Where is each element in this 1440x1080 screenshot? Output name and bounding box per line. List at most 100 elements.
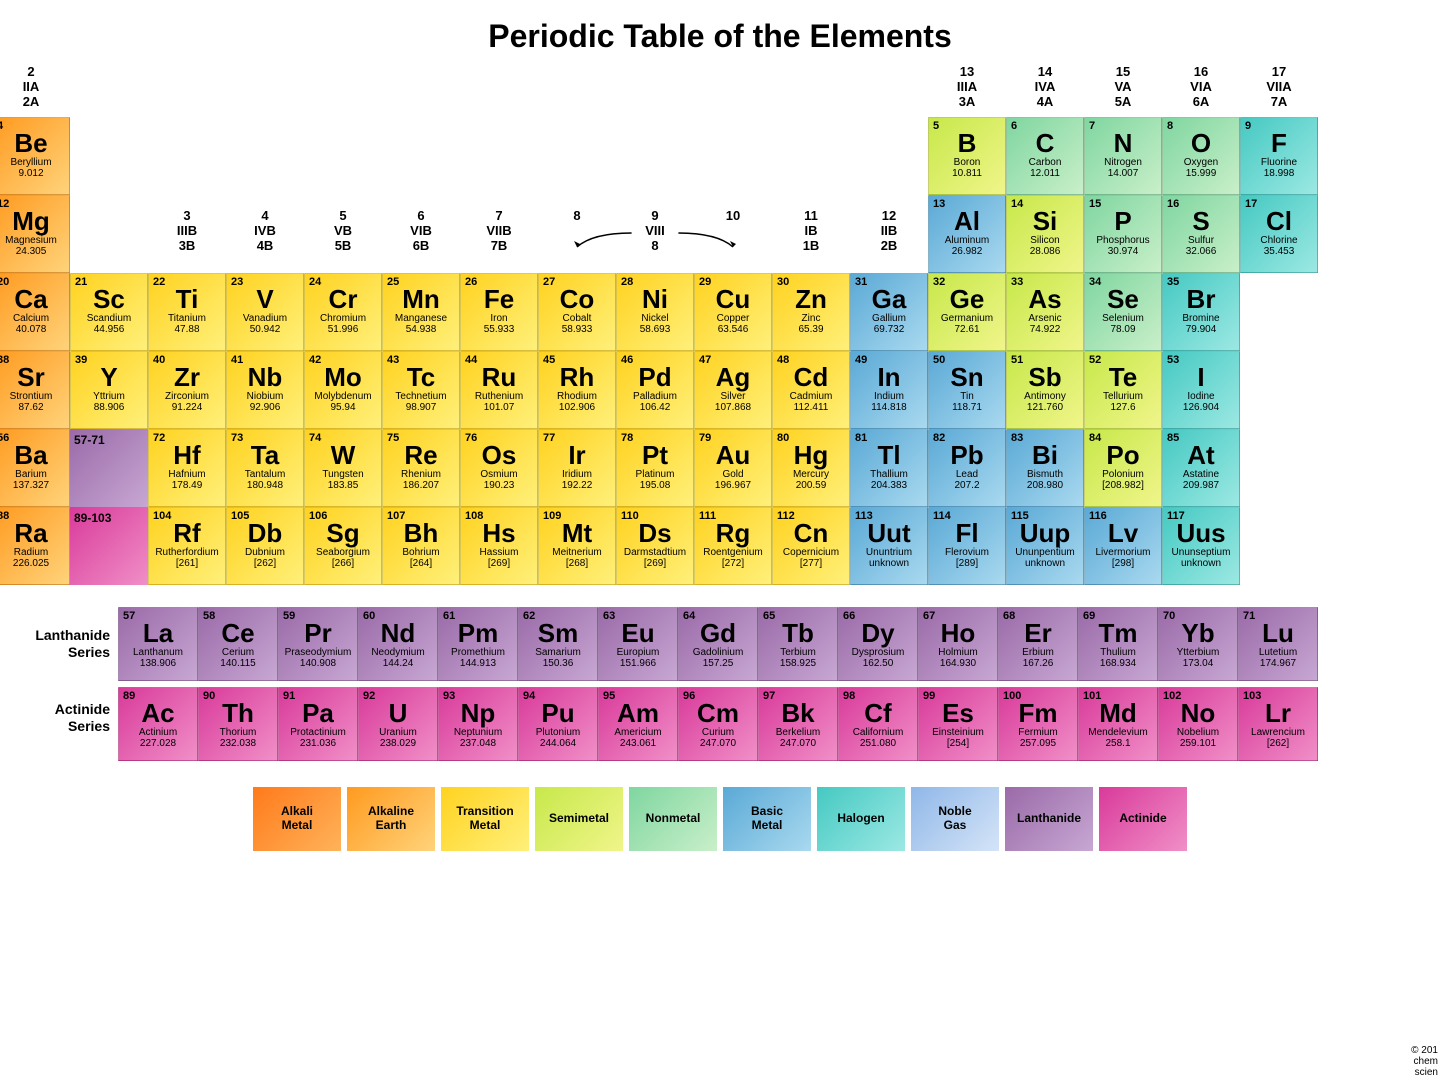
element-Sn: 50SnTin118.71: [928, 351, 1006, 429]
element-Mo: 42MoMolybdenum95.94: [304, 351, 382, 429]
element-symbol: Ti: [149, 286, 225, 312]
atomic-number: 59: [283, 610, 295, 622]
atomic-mass: 174.967: [1239, 659, 1317, 669]
element-name: Ruthenium: [461, 392, 537, 402]
element-Cn: 112CnCopernicium[277]: [772, 507, 850, 585]
atomic-number: 97: [763, 690, 775, 702]
element-Tl: 81TlThallium204.383: [850, 429, 928, 507]
element-symbol: Ac: [119, 700, 197, 726]
element-Es: 99EsEinsteinium[254]: [918, 687, 998, 761]
atomic-number: 32: [933, 276, 945, 288]
element-symbol: Fe: [461, 286, 537, 312]
atomic-number: 113: [855, 510, 873, 522]
element-symbol: Lr: [1239, 700, 1317, 726]
group-header-2: 3IIIB3B: [148, 209, 226, 254]
element-symbol: Np: [439, 700, 517, 726]
atomic-mass: 244.064: [519, 739, 597, 749]
element-Nd: 60NdNeodymium144.24: [358, 607, 438, 681]
atomic-mass: 180.948: [227, 481, 303, 491]
atomic-mass: 98.907: [383, 403, 459, 413]
legend-halogen: Halogen: [817, 787, 905, 851]
atomic-mass: 259.101: [1159, 739, 1237, 749]
element-Ac: 89AcActinium227.028: [118, 687, 198, 761]
element-name: Zinc: [773, 314, 849, 324]
element-Po: 84PoPolonium[208.982]: [1084, 429, 1162, 507]
atomic-mass: 144.913: [439, 659, 517, 669]
atomic-number: 65: [763, 610, 775, 622]
element-name: Germanium: [929, 314, 1005, 324]
element-symbol: Db: [227, 520, 303, 546]
element-name: Gallium: [851, 314, 927, 324]
element-name: Cobalt: [539, 314, 615, 324]
atomic-number: 78: [621, 432, 633, 444]
page-title: Periodic Table of the Elements: [0, 0, 1440, 65]
element-name: Praseodymium: [279, 648, 357, 658]
atomic-number: 101: [1083, 690, 1101, 702]
element-symbol: Al: [929, 208, 1005, 234]
element-symbol: Pm: [439, 620, 517, 646]
element-name: Mendelevium: [1079, 728, 1157, 738]
element-name: Aluminum: [929, 236, 1005, 246]
element-Cl: 17ClChlorine35.453: [1240, 195, 1318, 273]
element-name: Gold: [695, 470, 771, 480]
atomic-number: 31: [855, 276, 867, 288]
element-Bi: 83BiBismuth208.980: [1006, 429, 1084, 507]
atomic-number: 84: [1089, 432, 1101, 444]
element-symbol: Nb: [227, 364, 303, 390]
atomic-mass: 144.24: [359, 659, 437, 669]
legend-semimetal: Semimetal: [535, 787, 623, 851]
atomic-mass: [277]: [773, 559, 849, 569]
atomic-number: 41: [231, 354, 243, 366]
atomic-number: 98: [843, 690, 855, 702]
element-Am: 95AmAmericium243.061: [598, 687, 678, 761]
element-name: Fluorine: [1241, 158, 1317, 168]
element-name: Bismuth: [1007, 470, 1083, 480]
atomic-mass: 114.818: [851, 403, 927, 413]
atomic-mass: 63.546: [695, 325, 771, 335]
element-Cf: 98CfCalifornium251.080: [838, 687, 918, 761]
element-symbol: Cr: [305, 286, 381, 312]
atomic-mass: 69.732: [851, 325, 927, 335]
element-symbol: Lu: [1239, 620, 1317, 646]
atomic-number: 66: [843, 610, 855, 622]
element-name: Samarium: [519, 648, 597, 658]
element-Fe: 26FeIron55.933: [460, 273, 538, 351]
element-Ca: 20CaCalcium40.078: [0, 273, 70, 351]
legend-lanthanide: Lanthanide: [1005, 787, 1093, 851]
atomic-mass: 18.998: [1241, 169, 1317, 179]
element-symbol: Mt: [539, 520, 615, 546]
atomic-mass: 226.025: [0, 559, 69, 569]
atomic-number: 92: [363, 690, 375, 702]
atomic-number: 67: [923, 610, 935, 622]
atomic-mass: [269]: [617, 559, 693, 569]
element-name: Neptunium: [439, 728, 517, 738]
element-symbol: W: [305, 442, 381, 468]
element-symbol: Eu: [599, 620, 677, 646]
element-symbol: Md: [1079, 700, 1157, 726]
element-symbol: Cu: [695, 286, 771, 312]
atomic-number: 108: [465, 510, 483, 522]
atomic-mass: 196.967: [695, 481, 771, 491]
atomic-mass: 200.59: [773, 481, 849, 491]
element-Eu: 63EuEuropium151.966: [598, 607, 678, 681]
atomic-mass: 183.85: [305, 481, 381, 491]
atomic-number: 103: [1243, 690, 1261, 702]
element-symbol: Mn: [383, 286, 459, 312]
element-W: 74WTungsten183.85: [304, 429, 382, 507]
element-Sm: 62SmSamarium150.36: [518, 607, 598, 681]
atomic-mass: 55.933: [461, 325, 537, 335]
element-Re: 75ReRhenium186.207: [382, 429, 460, 507]
element-name: Silver: [695, 392, 771, 402]
atomic-mass: 208.980: [1007, 481, 1083, 491]
series-wrap: LanthanideSeries ActinideSeries 57LaLant…: [0, 607, 1440, 767]
element-name: Polonium: [1085, 470, 1161, 480]
atomic-mass: 157.25: [679, 659, 757, 669]
element-symbol: La: [119, 620, 197, 646]
legend: AlkaliMetalAlkalineEarthTransitionMetalS…: [0, 787, 1440, 851]
atomic-number: 76: [465, 432, 477, 444]
element-symbol: Cd: [773, 364, 849, 390]
atomic-mass: 251.080: [839, 739, 917, 749]
element-Ho: 67HoHolmium164.930: [918, 607, 998, 681]
element-Hf: 72HfHafnium178.49: [148, 429, 226, 507]
atomic-mass: 95.94: [305, 403, 381, 413]
